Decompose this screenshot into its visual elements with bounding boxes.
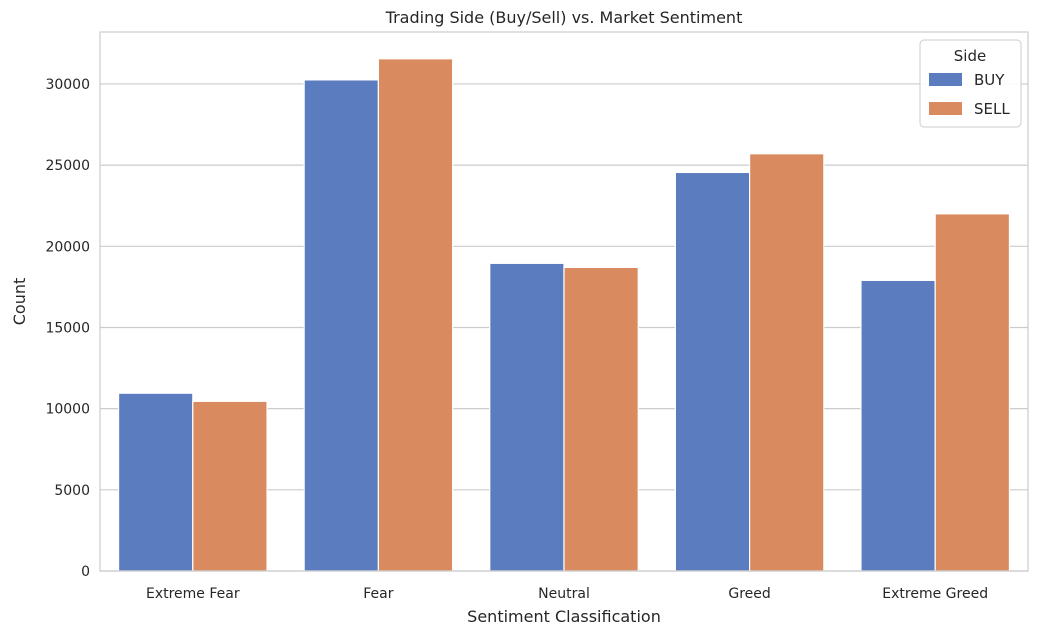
legend-swatch-sell — [929, 102, 962, 115]
legend-items: BUY SELL — [929, 71, 1010, 118]
bar-buy — [674, 171, 751, 572]
legend-title: Side — [954, 47, 986, 65]
y-tick-label: 20000 — [45, 239, 90, 255]
legend: Side BUY SELL — [919, 39, 1022, 128]
y-tick-label: 5000 — [54, 483, 90, 499]
x-tick-label: Extreme Greed — [882, 586, 988, 602]
x-tick-label: Fear — [363, 586, 393, 602]
bar-buy — [303, 79, 380, 572]
legend-label-sell: SELL — [974, 100, 1010, 118]
bar-sell — [563, 266, 639, 572]
bar-sell — [377, 58, 454, 572]
y-tick-label: 30000 — [45, 77, 90, 93]
y-tick-label: 10000 — [45, 402, 90, 418]
bar-sell — [192, 400, 268, 572]
y-axis-label: Count — [10, 278, 29, 326]
x-tick-label: Neutral — [538, 586, 590, 602]
x-tick-label: Extreme Fear — [146, 586, 240, 602]
legend-swatch-buy — [929, 73, 962, 86]
y-tick-label: 25000 — [45, 158, 90, 174]
bar-buy — [489, 262, 565, 572]
y-tick-label: 15000 — [45, 320, 90, 336]
bar-buy — [860, 279, 936, 572]
legend-label-buy: BUY — [974, 71, 1005, 89]
bar-sell — [934, 213, 1011, 572]
y-tick-labels: 0 5000 10000 15000 20000 25000 30000 — [45, 77, 90, 580]
chart-title: Trading Side (Buy/Sell) vs. Market Senti… — [385, 8, 743, 27]
plot-frame — [99, 31, 1029, 572]
x-axis-label: Sentiment Classification — [467, 607, 661, 626]
y-tick-label: 0 — [81, 564, 90, 580]
bar-sell — [748, 153, 825, 572]
bar-buy — [117, 392, 194, 572]
x-tick-label: Greed — [728, 586, 770, 602]
bars — [117, 58, 1011, 572]
x-tick-labels: Extreme Fear Fear Neutral Greed Extreme Gree… — [146, 586, 988, 602]
